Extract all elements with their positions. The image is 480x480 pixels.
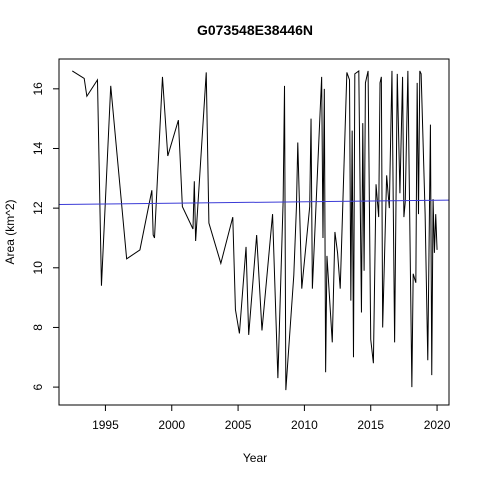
x-tick-label: 2020 — [424, 418, 451, 432]
x-tick-label: 2015 — [357, 418, 384, 432]
x-axis-label: Year — [243, 451, 267, 465]
y-tick-label: 16 — [31, 82, 45, 96]
chart-title: G073548E38446N — [197, 22, 313, 38]
series-line-2 — [58, 199, 450, 206]
y-tick-label: 6 — [31, 383, 45, 390]
x-tick-label: 2000 — [158, 418, 185, 432]
y-tick-label: 14 — [31, 141, 45, 155]
plot-frame — [58, 58, 450, 406]
y-tick-label: 8 — [31, 324, 45, 331]
y-axis: 6 8 10 12 14 16 — [31, 82, 59, 390]
series-line-1 — [72, 69, 438, 391]
x-axis: 1995 2000 2005 2010 2015 2020 — [92, 405, 451, 432]
x-tick-label: 2005 — [225, 418, 252, 432]
y-tick-label: 12 — [31, 201, 45, 215]
y-axis-label: Area (km^2) — [3, 200, 17, 265]
series-layer — [58, 69, 450, 391]
y-tick-label: 10 — [31, 261, 45, 275]
x-tick-label: 1995 — [92, 418, 119, 432]
x-tick-label: 2010 — [291, 418, 318, 432]
